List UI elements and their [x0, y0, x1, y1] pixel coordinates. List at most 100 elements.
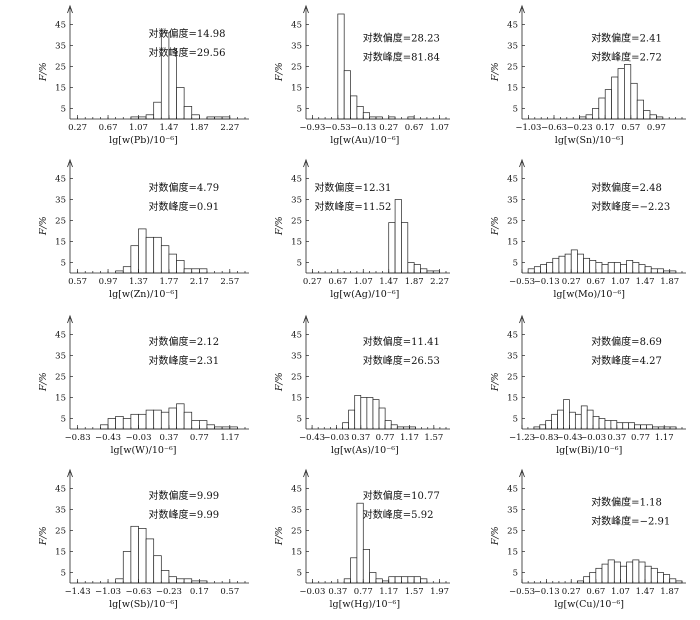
- histogram-bar: [153, 409, 162, 430]
- y-tick-label: 5: [61, 259, 66, 269]
- x-tick-label: −0.83: [533, 433, 559, 443]
- kurtosis-label: 对数峰度=0.91: [149, 200, 220, 213]
- x-axis-label: lg[w(W)/10⁻⁶]: [111, 445, 177, 456]
- skewness-label: 对数偏度=14.98: [149, 27, 226, 40]
- histogram-bar: [350, 95, 358, 120]
- y-tick-label: 25: [55, 527, 66, 537]
- histogram-bar: [130, 245, 139, 274]
- histogram-panel-6: 5 15 25 35 45 −0.83 −0.43 −0.03 0.37 0.77 1.17 lg[w…: [38, 314, 249, 456]
- x-tick-label: 0.27: [379, 123, 398, 133]
- histogram-bar: [388, 576, 396, 584]
- y-tick-label: 45: [507, 485, 518, 495]
- histogram-bar: [350, 557, 358, 584]
- histogram-bar: [122, 551, 132, 584]
- x-tick-label: 0.37: [607, 433, 626, 443]
- x-tick-label: −0.03: [580, 433, 606, 443]
- y-tick-label: 25: [507, 373, 518, 383]
- x-tick-label: 1.07: [611, 277, 630, 287]
- kurtosis-label: 对数峰度=26.53: [363, 354, 440, 367]
- histogram-bar: [394, 576, 402, 584]
- histogram-bar: [153, 236, 162, 274]
- histogram-bar: [394, 199, 402, 274]
- x-tick-label: 0.67: [99, 123, 118, 133]
- histogram-bar: [160, 245, 170, 274]
- x-tick-label: −0.53: [325, 123, 351, 133]
- x-axis-label: lg[w(Ag)/10⁻⁶]: [330, 289, 399, 300]
- histogram-bar: [153, 555, 162, 584]
- histogram-bar: [145, 114, 155, 120]
- x-tick-label: −0.43: [556, 433, 582, 443]
- x-tick-label: 0.37: [328, 587, 347, 597]
- histogram-bar: [401, 222, 409, 274]
- x-tick-label: 1.57: [424, 433, 443, 443]
- histogram-bar: [183, 578, 193, 584]
- histogram-bar: [138, 228, 147, 274]
- x-tick-label: −0.03: [299, 587, 325, 597]
- y-axis-label: F/%: [38, 372, 49, 392]
- histogram-bar: [378, 407, 386, 430]
- y-axis-arrow: [519, 4, 525, 14]
- x-tick-label: 1.87: [660, 587, 679, 597]
- histogram-panel-1: 5 15 25 35 45 −0.93 −0.53 −0.13 0.27 0.67 1.07 lg[w…: [274, 4, 450, 146]
- histogram-panel-10: 5 15 25 35 45 −0.03 0.37 0.77 1.17 1.57 1.97 lg[w(H…: [274, 468, 450, 610]
- histogram-bar: [384, 420, 392, 430]
- x-axis-label: lg[w(Au)/10⁻⁶]: [330, 135, 399, 146]
- y-tick-label: 45: [291, 485, 302, 495]
- y-tick-label: 25: [507, 217, 518, 227]
- histogram-bar: [168, 407, 177, 430]
- y-tick-label: 5: [297, 415, 302, 425]
- histogram-bar: [145, 236, 155, 274]
- y-tick-label: 15: [507, 548, 518, 558]
- histogram-bar: [407, 262, 415, 274]
- histogram-bar: [607, 262, 615, 274]
- x-tick-label: −1.03: [515, 123, 541, 133]
- histogram-bar: [634, 424, 641, 430]
- y-tick-label: 5: [513, 415, 518, 425]
- histogram-bar: [630, 82, 638, 120]
- x-axis-label: lg[w(Pb)/10⁻⁶]: [109, 135, 178, 146]
- x-tick-label: 1.87: [405, 277, 424, 287]
- x-tick-label: −0.63: [541, 123, 567, 133]
- x-tick-label: 0.27: [303, 277, 322, 287]
- x-tick-label: 0.57: [220, 587, 239, 597]
- x-axis-label: lg[w(Bi)/10⁻⁶]: [556, 445, 622, 456]
- histogram-bar: [160, 411, 170, 430]
- histogram-bar: [199, 268, 208, 274]
- histogram-bar: [206, 424, 215, 430]
- x-tick-label: −0.53: [509, 587, 535, 597]
- histogram-bar: [388, 222, 396, 274]
- histogram-bar: [657, 268, 664, 274]
- histogram-bar: [607, 559, 615, 584]
- histogram-panel-3: 5 15 25 35 45 0.57 0.97 1.37 1.77 2.17 2.57 lg[w(Zn…: [38, 158, 249, 300]
- histogram-bar: [539, 424, 547, 430]
- x-tick-label: 2.27: [220, 123, 239, 133]
- x-tick-label: −0.43: [95, 433, 121, 443]
- y-tick-label: 25: [55, 63, 66, 73]
- x-tick-label: 0.77: [376, 433, 395, 443]
- y-tick-label: 35: [291, 42, 302, 52]
- histogram-bar: [153, 101, 162, 120]
- histogram-bar: [413, 576, 421, 584]
- y-tick-label: 25: [55, 373, 66, 383]
- histogram-bar: [348, 409, 356, 430]
- histogram-panel-5: 5 15 25 35 45 −0.53−0.13 0.27 0.67 1.07 1.47 1.87 l…: [490, 158, 686, 300]
- histogram-panel-7: 5 15 25 35 45 −0.43−0.03 0.37 0.77 1.17 1.57 lg[w(…: [274, 314, 450, 456]
- histogram-bar: [628, 422, 635, 430]
- y-tick-label: 25: [507, 63, 518, 73]
- histogram-bar: [191, 114, 200, 120]
- x-tick-label: 0.67: [586, 277, 605, 287]
- y-tick-label: 45: [55, 175, 66, 185]
- x-tick-label: 2.57: [220, 277, 239, 287]
- histogram-bar: [580, 405, 588, 430]
- histogram-bar: [546, 262, 554, 274]
- histogram-bar: [183, 268, 193, 274]
- y-tick-label: 35: [291, 506, 302, 516]
- y-tick-label: 5: [61, 105, 66, 115]
- x-tick-label: −0.03: [323, 433, 349, 443]
- histogram-bar: [343, 70, 351, 120]
- y-tick-label: 15: [507, 394, 518, 404]
- histogram-bar: [130, 413, 139, 430]
- histogram-bar: [563, 399, 570, 430]
- x-tick-label: 1.47: [159, 123, 178, 133]
